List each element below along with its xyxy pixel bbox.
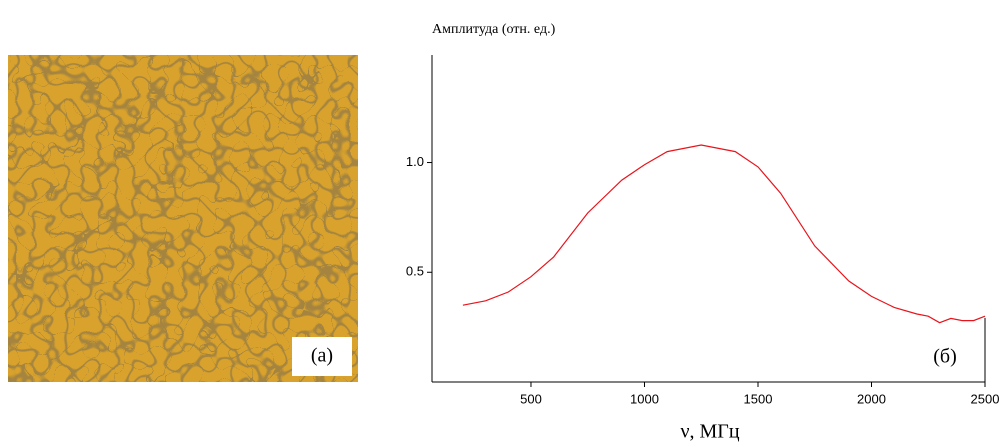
x-axis-label: ν, МГц	[680, 421, 739, 443]
label-box	[292, 337, 352, 376]
domain-pattern	[8, 55, 358, 382]
panel-label: (б)	[933, 346, 957, 368]
x-tick-label: 1000	[630, 391, 659, 406]
image-label: (a)	[311, 345, 333, 367]
y-axis-label: Амплитуда (отн. ед.)	[432, 22, 556, 37]
data-line	[462, 144, 986, 324]
y-tick-label: 0.5	[406, 264, 424, 279]
x-tick-label: 500	[520, 391, 542, 406]
x-tick-label: 1500	[744, 391, 773, 406]
x-tick-label: 2500	[971, 391, 1000, 406]
x-tick-label: 2000	[857, 391, 886, 406]
y-tick-label: 1.0	[406, 154, 424, 169]
